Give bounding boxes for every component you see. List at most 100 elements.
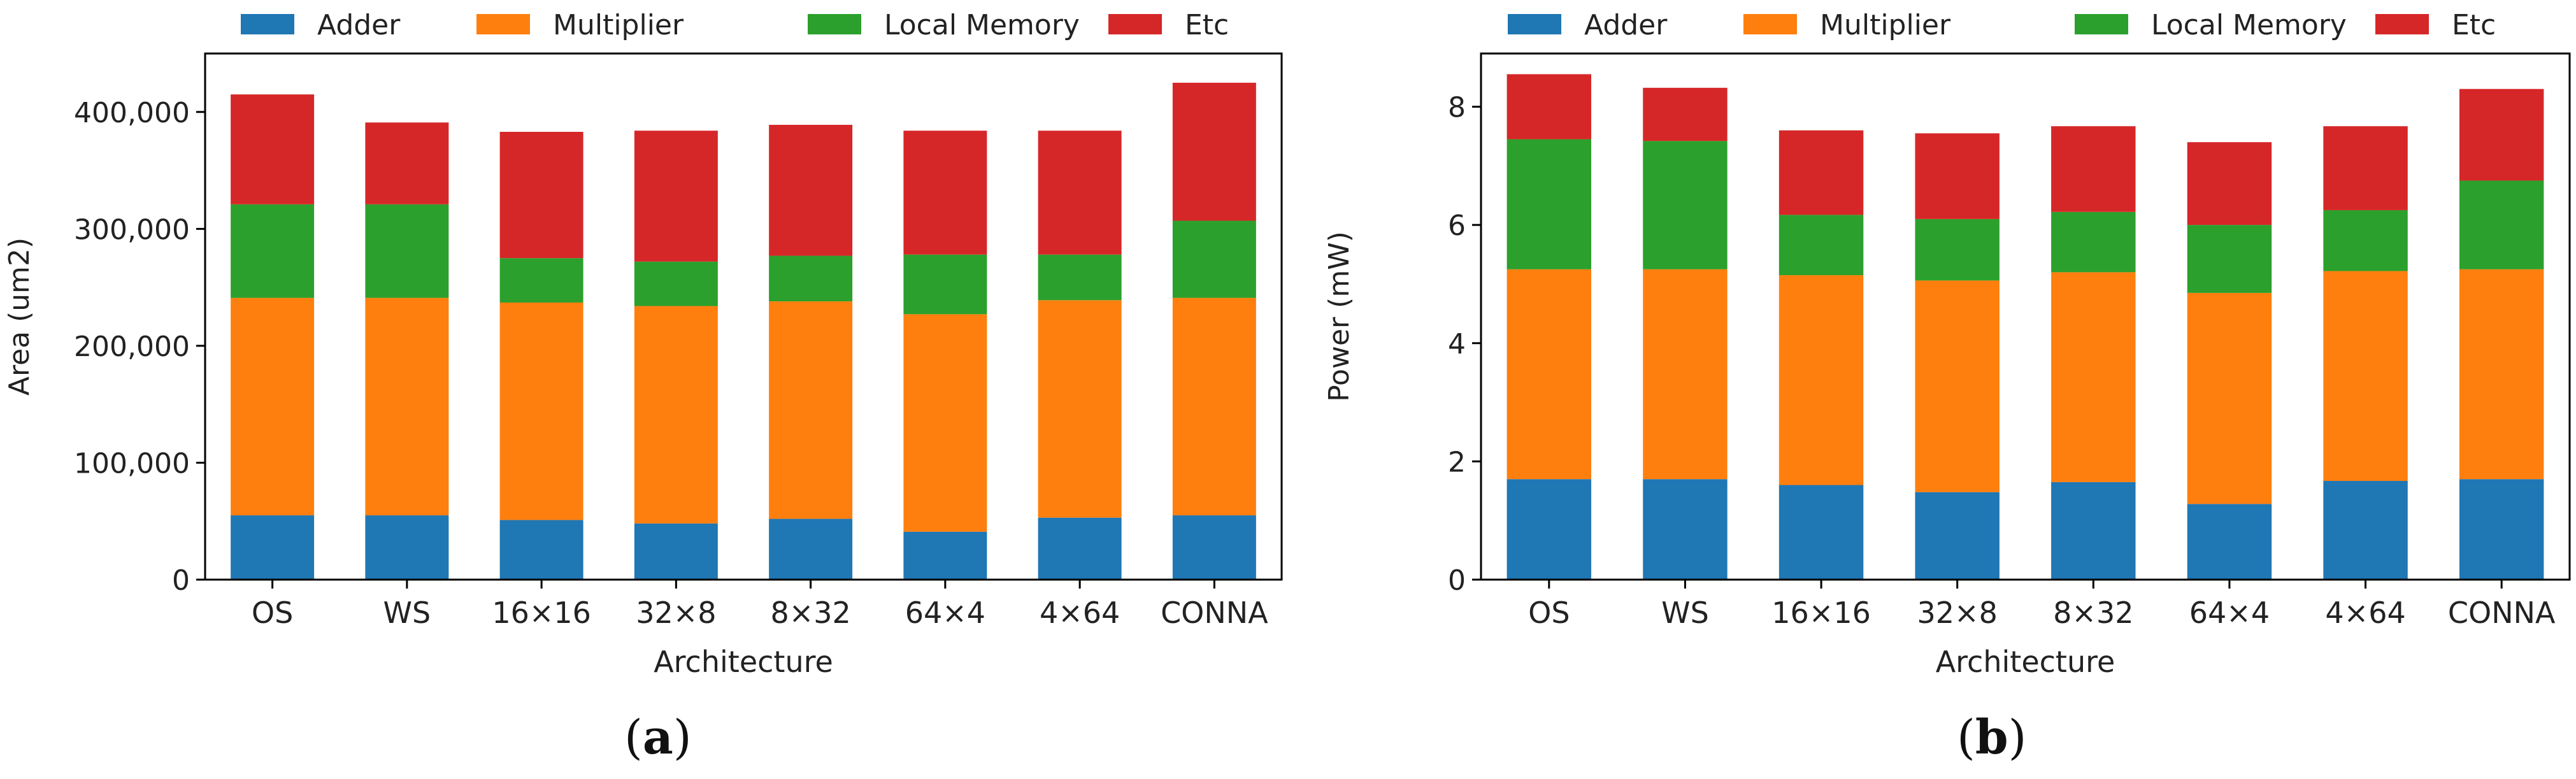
panel-label-a-letter: a <box>642 710 673 765</box>
legend-swatch-etc <box>1108 14 1162 34</box>
bar-adder-7 <box>2459 479 2544 580</box>
bar-adder-7 <box>1172 515 1256 580</box>
bar-local-memory-3 <box>1915 218 2000 281</box>
bar-local-memory-7 <box>1172 220 1256 298</box>
bar-etc-6 <box>1038 131 1122 255</box>
bar-multiplier-7 <box>2459 269 2544 480</box>
bar-adder-4 <box>2051 482 2136 580</box>
bar-adder-5 <box>2187 504 2272 580</box>
bar-etc-0 <box>1506 74 1592 139</box>
bar-multiplier-0 <box>231 297 315 516</box>
y-tick-label: 300,000 <box>74 213 190 246</box>
bar-etc-2 <box>1778 130 1864 215</box>
bar-adder-4 <box>769 518 853 580</box>
bar-multiplier-5 <box>903 314 987 532</box>
bar-local-memory-0 <box>1506 139 1592 269</box>
y-tick-label: 400,000 <box>74 97 190 129</box>
bar-local-memory-3 <box>634 261 718 306</box>
legend-swatch-local-memory <box>2075 14 2128 34</box>
x-axis-label: Architecture <box>1936 645 2115 679</box>
bar-etc-3 <box>634 131 718 262</box>
y-tick-label: 200,000 <box>74 331 190 363</box>
bar-adder-6 <box>1038 517 1122 580</box>
panel-label-b: (b) <box>1957 710 2027 765</box>
bar-multiplier-0 <box>1506 269 1592 480</box>
x-tick-label: 4×64 <box>1040 596 1120 630</box>
bar-etc-5 <box>903 131 987 255</box>
bar-adder-0 <box>231 515 315 580</box>
bar-etc-1 <box>365 122 449 204</box>
bar-local-memory-7 <box>2459 180 2544 269</box>
bar-etc-4 <box>769 124 853 256</box>
bar-etc-7 <box>2459 89 2544 181</box>
x-tick-label: 32×8 <box>1917 596 1998 630</box>
legend-swatch-adder <box>241 14 294 34</box>
y-tick-label: 6 <box>1448 210 1466 242</box>
x-tick-label: CONNA <box>2448 596 2556 630</box>
bar-adder-1 <box>365 515 449 580</box>
bars <box>231 82 1256 580</box>
legend-label-etc: Etc <box>1185 9 1229 41</box>
x-tick-label: 4×64 <box>2325 596 2405 630</box>
bar-adder-6 <box>2323 481 2408 580</box>
bar-multiplier-1 <box>365 297 449 516</box>
bar-multiplier-1 <box>1643 269 1728 480</box>
bar-local-memory-4 <box>2051 211 2136 273</box>
x-tick-label: 64×4 <box>2189 596 2270 630</box>
bar-etc-4 <box>2051 126 2136 212</box>
y-axis: 0 2 4 6 8 <box>1448 92 1481 597</box>
y-axis: 0 100,000 200,000 300,000 400,000 <box>74 97 205 597</box>
legend-swatch-multiplier <box>476 14 530 34</box>
legend-swatch-local-memory <box>808 14 861 34</box>
bar-adder-1 <box>1643 479 1728 580</box>
legend-label-adder: Adder <box>1584 9 1668 41</box>
x-tick-label: OS <box>252 596 293 630</box>
bar-local-memory-1 <box>365 204 449 298</box>
y-tick-label: 8 <box>1448 92 1466 124</box>
x-tick-label: 32×8 <box>636 596 716 630</box>
x-tick-label: 64×4 <box>905 596 985 630</box>
bar-local-memory-2 <box>499 258 583 303</box>
legend-swatch-adder <box>1508 14 1561 34</box>
x-tick-label: 8×32 <box>2053 596 2133 630</box>
bar-local-memory-5 <box>903 254 987 315</box>
legend-swatch-multiplier <box>1743 14 1797 34</box>
x-tick-label: WS <box>383 596 431 630</box>
bars <box>1506 74 2544 580</box>
bar-multiplier-6 <box>1038 300 1122 518</box>
bar-etc-3 <box>1915 133 2000 219</box>
bar-etc-2 <box>499 131 583 259</box>
bar-local-memory-5 <box>2187 225 2272 293</box>
bar-adder-5 <box>903 531 987 580</box>
bar-multiplier-6 <box>2323 271 2408 482</box>
y-tick-label: 4 <box>1448 328 1466 361</box>
bar-adder-0 <box>1506 479 1592 580</box>
x-tick-label: 8×32 <box>770 596 850 630</box>
panel-label-a: (a) <box>624 710 692 765</box>
x-tick-label: 16×16 <box>1771 596 1871 630</box>
bar-etc-6 <box>2323 126 2408 210</box>
area-chart: 0 100,000 200,000 300,000 400,000 OS WS 16×16 32… <box>3 9 1283 679</box>
bar-multiplier-2 <box>499 302 583 520</box>
power-chart: 0 2 4 6 8 OS WS 16×16 32×8 8×32 64×4 4×64 CONNA Archi… <box>1323 9 2571 679</box>
legend-label-adder: Adder <box>317 9 401 41</box>
y-axis-label: Area (um2) <box>3 238 36 396</box>
legend-swatch-etc <box>2375 14 2429 34</box>
bar-local-memory-1 <box>1643 141 1728 269</box>
legend-label-local-memory: Local Memory <box>2151 9 2347 41</box>
bar-adder-2 <box>1778 485 1864 580</box>
legend-label-multiplier: Multiplier <box>553 9 684 41</box>
legend: Adder Multiplier Local Memory Etc <box>1508 9 2496 41</box>
x-axis: OS WS 16×16 32×8 8×32 64×4 4×64 CONNA <box>1528 580 2556 630</box>
bar-multiplier-7 <box>1172 297 1256 516</box>
y-tick-label: 0 <box>1448 564 1466 597</box>
panel-b: 0 2 4 6 8 OS WS 16×16 32×8 8×32 64×4 4×64 CONNA Archi… <box>1288 0 2576 776</box>
y-tick-label: 0 <box>172 564 190 597</box>
bar-adder-3 <box>1915 492 2000 580</box>
x-axis: OS WS 16×16 32×8 8×32 64×4 4×64 CONNA <box>252 580 1268 630</box>
bar-local-memory-4 <box>769 255 853 302</box>
bar-local-memory-2 <box>1778 215 1864 276</box>
bar-local-memory-6 <box>2323 210 2408 271</box>
y-axis-label: Power (mW) <box>1323 231 1356 402</box>
bar-etc-0 <box>231 94 315 204</box>
